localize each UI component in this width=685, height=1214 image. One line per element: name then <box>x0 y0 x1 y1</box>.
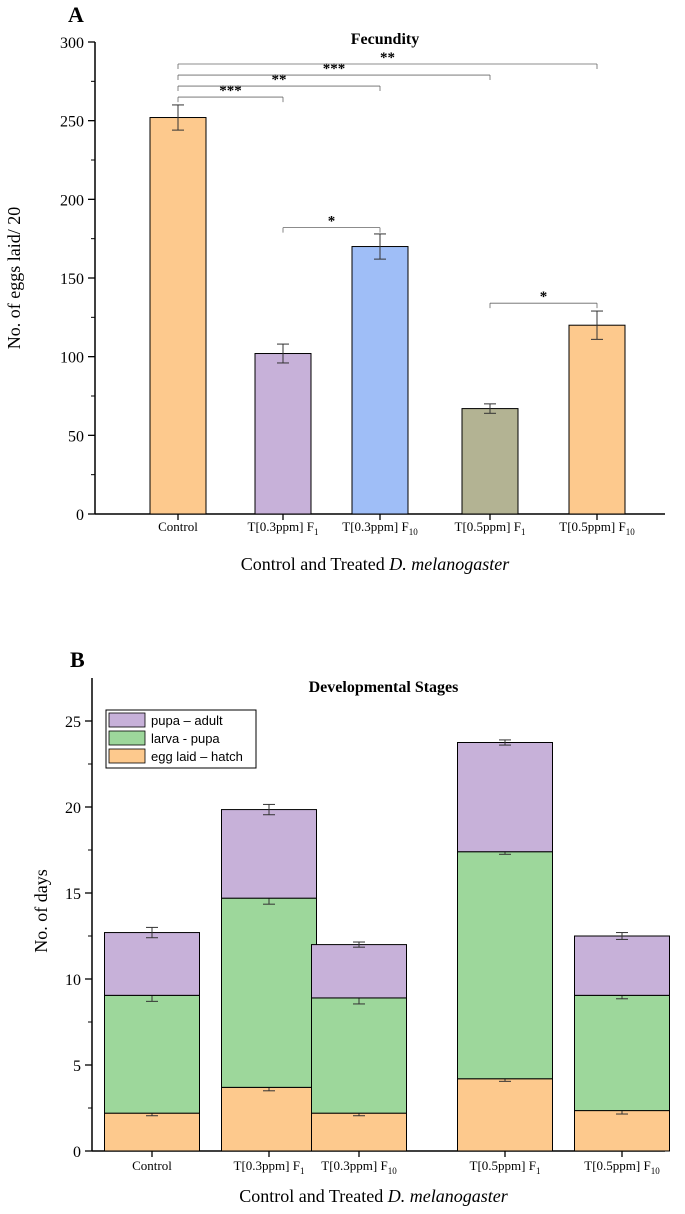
stacked-bar-segment <box>574 1110 670 1152</box>
stacked-bar-segment <box>311 1112 407 1152</box>
stacked-bar-segment <box>104 994 200 1114</box>
x-tick-label: T[0.5ppm] F1 <box>470 1158 541 1176</box>
stacked-bar-segment <box>221 809 317 899</box>
bar <box>461 408 519 515</box>
stacked-bar-segment <box>104 1112 200 1152</box>
legend-label: pupa – adult <box>151 713 223 728</box>
x-tick-label: Control <box>132 1158 172 1173</box>
panel-letter: B <box>70 647 85 672</box>
stacked-bar-segment <box>457 851 553 1080</box>
bar <box>351 246 409 515</box>
significance-label: *** <box>323 61 346 77</box>
stacked-bar-segment <box>457 1078 553 1152</box>
legend-swatch <box>108 730 146 746</box>
stacked-bar-segment <box>311 944 407 999</box>
legend-swatch <box>108 748 146 764</box>
y-tick-label: 100 <box>60 350 84 367</box>
y-axis-label: No. of days <box>31 869 51 953</box>
stacked-bar-segment <box>574 935 670 996</box>
stacked-bar-segment <box>311 997 407 1114</box>
y-tick-label: 0 <box>76 507 84 524</box>
x-axis-label: Control and Treated D. melanogaster <box>241 554 510 574</box>
y-tick-label: 250 <box>60 114 84 131</box>
y-axis-label: No. of eggs laid/ 20 <box>4 207 24 349</box>
stacked-bar-segment <box>574 994 670 1112</box>
y-tick-label: 20 <box>65 800 81 817</box>
significance-label: ** <box>272 72 287 88</box>
x-tick-label: T[0.5ppm] F10 <box>559 519 635 537</box>
y-tick-label: 15 <box>65 886 81 903</box>
stacked-bar-segment <box>457 742 553 853</box>
y-tick-label: 50 <box>68 428 84 445</box>
x-axis-label: Control and Treated D. melanogaster <box>239 1186 508 1206</box>
stacked-bar-segment <box>221 897 317 1088</box>
x-tick-label: T[0.5ppm] F1 <box>455 519 526 537</box>
x-tick-label: Control <box>158 519 198 534</box>
y-tick-label: 150 <box>60 271 84 288</box>
x-tick-label: T[0.3ppm] F10 <box>321 1158 397 1176</box>
x-tick-label: T[0.3ppm] F1 <box>248 519 319 537</box>
legend-label: larva - pupa <box>151 731 220 746</box>
chart-title: Developmental Stages <box>309 679 459 696</box>
y-tick-label: 200 <box>60 192 84 209</box>
x-tick-label: T[0.5ppm] F10 <box>584 1158 660 1176</box>
x-tick-label: T[0.3ppm] F1 <box>234 1158 305 1176</box>
panel-letter: A <box>68 2 84 27</box>
y-tick-label: 10 <box>65 972 81 989</box>
bar <box>568 324 626 515</box>
significance-label: * <box>328 214 336 230</box>
legend-label: egg laid – hatch <box>151 749 243 764</box>
y-tick-label: 25 <box>65 714 81 731</box>
bar <box>254 353 312 515</box>
bar <box>149 117 207 515</box>
stacked-bar-segment <box>104 932 200 996</box>
y-tick-label: 5 <box>73 1058 81 1075</box>
significance-label: *** <box>219 83 242 99</box>
x-tick-label: T[0.3ppm] F10 <box>342 519 418 537</box>
y-tick-label: 0 <box>73 1144 81 1161</box>
y-tick-label: 300 <box>60 35 84 52</box>
legend-swatch <box>108 712 146 728</box>
significance-label: ** <box>380 50 395 66</box>
stacked-bar-segment <box>221 1086 317 1152</box>
chart-title: Fecundity <box>351 31 419 48</box>
significance-label: * <box>540 289 548 305</box>
